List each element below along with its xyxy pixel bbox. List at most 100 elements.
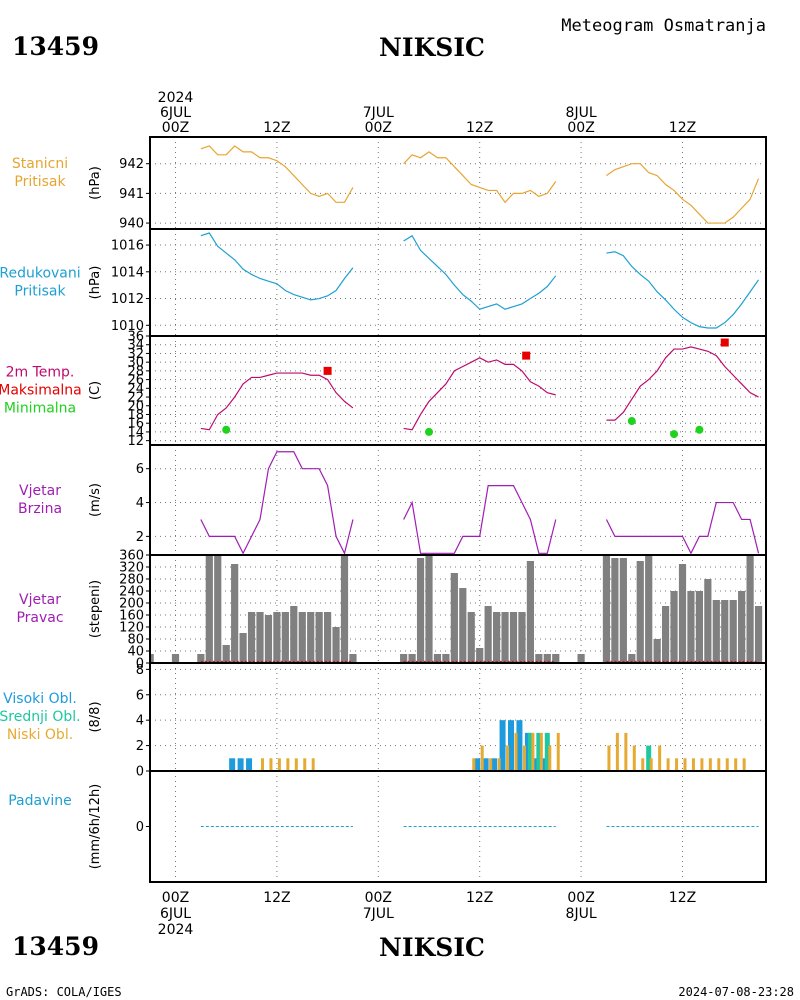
direction-bar <box>476 648 484 663</box>
reduced_pressure-panel: 1010 1012 1014 1016 (hPa) Redukovani Pritisak <box>0 228 767 337</box>
y-tick-label: 20 <box>127 399 144 414</box>
reduced_pressure-frame <box>149 228 767 337</box>
y-tick-label: 160 <box>119 609 144 624</box>
cloud-bar <box>277 758 281 771</box>
y-tick-label: 240 <box>119 585 144 600</box>
y-tick-label: 30 <box>127 356 144 371</box>
direction-bar <box>205 555 213 663</box>
cloud-bar <box>675 758 679 771</box>
direction-bar <box>552 654 560 663</box>
cloud-bar <box>649 758 653 771</box>
top-time-label: 12Z <box>466 120 493 136</box>
cloud-bar <box>544 732 550 771</box>
y-tick-label: 12 <box>127 434 144 449</box>
wind_speed-label: Brzina <box>18 501 62 517</box>
y-tick-label: 6 <box>136 462 144 477</box>
direction-bar <box>290 606 298 663</box>
footer-timestamp: 2024-07-08-23:28 <box>678 985 794 999</box>
temperature-frame <box>149 335 767 446</box>
y-tick-label: 34 <box>127 338 144 353</box>
y-tick-label: 14 <box>127 425 144 440</box>
wind_speed-label: Vjetar <box>19 483 61 499</box>
temperature-plot <box>200 338 759 439</box>
cloud-bar <box>303 758 307 771</box>
direction-bar <box>340 555 349 663</box>
cloud-bar <box>516 720 523 771</box>
y-tick-label: 4 <box>136 496 144 511</box>
cloud-bar <box>536 732 542 771</box>
direction-bar <box>746 555 754 663</box>
cloud-bar <box>237 758 244 771</box>
bottom-time-label: 12Z <box>466 890 493 906</box>
direction-bar <box>662 606 670 663</box>
reduced_pressure-ylabel: (hPa) <box>88 266 103 300</box>
direction-bar <box>509 612 518 663</box>
cloud-bar <box>311 758 315 771</box>
cloud-bar <box>683 758 687 771</box>
wind_speed-series-line <box>605 501 760 555</box>
top-time-label: 6JUL <box>160 105 191 121</box>
y-tick-label: 0 <box>136 820 144 835</box>
direction-bar <box>754 606 763 663</box>
station_pressure-label: Stanicni <box>12 156 68 172</box>
wind_speed-plot <box>200 451 760 555</box>
y-tick-label: 2 <box>136 739 144 754</box>
direction-bar <box>222 645 230 663</box>
y-tick-label: 40 <box>127 645 144 660</box>
cloud-bar <box>480 745 484 771</box>
direction-bar <box>459 588 467 663</box>
y-tick-label: 1012 <box>111 292 144 307</box>
wind_direction-ylabel: (stepeni) <box>88 580 103 638</box>
direction-bar <box>678 564 687 663</box>
cloud-bar <box>269 758 273 771</box>
cloud-bar <box>615 732 619 771</box>
top-time-label: 7JUL <box>363 105 394 121</box>
cloud-bar <box>497 758 501 771</box>
temperature-ylabel: (C) <box>88 381 103 400</box>
cloud-bar <box>548 745 552 771</box>
cloud-bar <box>491 758 498 771</box>
wind_speed-panel: 2 4 6 (m/s) Vjetar Brzina <box>18 444 767 556</box>
station-name-bottom: NIKSIC <box>379 933 485 962</box>
direction-bar <box>171 654 180 663</box>
direction-bar <box>315 612 323 663</box>
direction-bar <box>307 612 315 663</box>
bottom-time-label: 12Z <box>669 890 696 906</box>
cloud_cover-label: Srednji Obl. <box>0 709 81 725</box>
direction-bar <box>484 606 492 663</box>
precipitation-panel: 0 (mm/6h/12h) Padavine <box>8 770 767 883</box>
cloud_cover-label: Niski Obl. <box>7 727 73 743</box>
direction-bar <box>197 654 205 663</box>
wind_speed-series-line <box>403 485 557 554</box>
direction-bar <box>425 555 433 663</box>
top-time-label: 12Z <box>669 120 696 136</box>
direction-bar <box>231 564 239 663</box>
direction-bar <box>273 612 281 663</box>
direction-bar <box>611 558 619 663</box>
footer-credit: GrADS: COLA/IGES <box>6 985 122 999</box>
direction-bar <box>400 654 408 663</box>
direction-bar <box>501 612 509 663</box>
reduced_pressure-plot <box>200 232 760 329</box>
y-tick-label: 18 <box>127 408 144 423</box>
direction-bar <box>577 654 585 663</box>
bottom-time-label: 00Z <box>365 890 392 906</box>
y-tick-label: 1014 <box>111 265 144 280</box>
bottom-time-label: 6JUL <box>160 906 191 922</box>
cloud-bar <box>229 758 236 771</box>
cloud-bar <box>691 758 695 771</box>
y-tick-label: 6 <box>136 688 144 703</box>
direction-bar <box>636 561 644 663</box>
tmin-marker <box>222 425 231 434</box>
station-name-top: NIKSIC <box>379 33 485 62</box>
top-time-label: 8JUL <box>566 105 597 121</box>
bottom-time-label: 8JUL <box>566 906 597 922</box>
bottom-time-label: 12Z <box>263 890 290 906</box>
cloud_cover-ylabel: (8/8) <box>88 701 103 732</box>
station_pressure-label: Pritisak <box>14 174 66 190</box>
cloud-bar <box>531 732 535 771</box>
direction-bar <box>247 612 256 663</box>
